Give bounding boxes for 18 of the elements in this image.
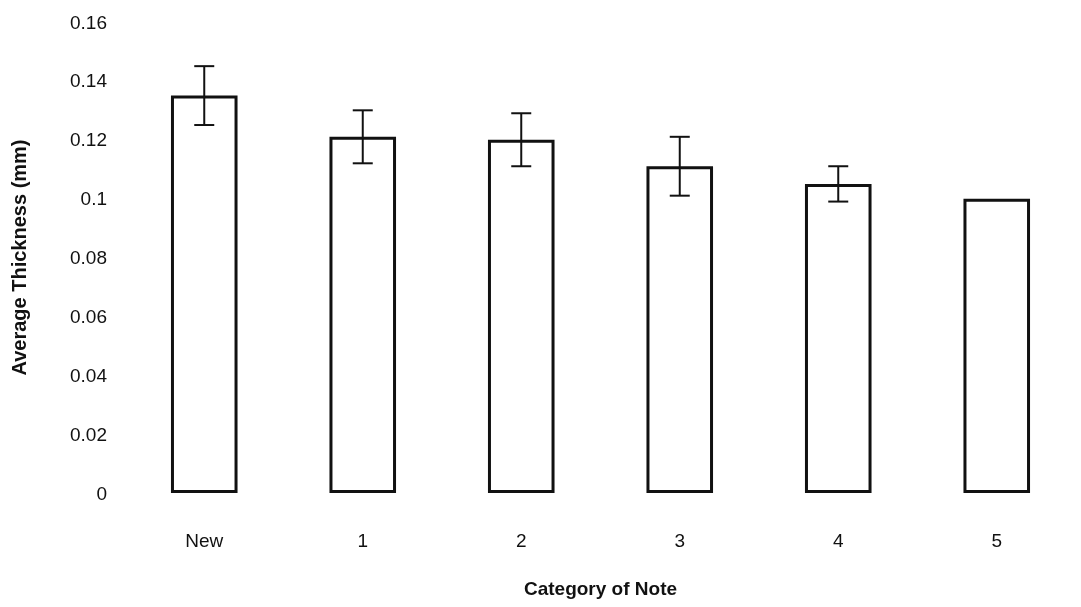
y-tick-label: 0.06	[70, 305, 107, 327]
y-tick-label: 0.14	[70, 70, 108, 92]
x-tick-label: New	[185, 530, 224, 551]
x-tick-label: 5	[991, 530, 1003, 551]
y-tick-label: 0.02	[70, 423, 107, 445]
y-tick-label: 0.08	[70, 247, 107, 268]
bar	[963, 198, 1031, 493]
x-axis-title: Category of Note	[523, 578, 678, 599]
y-tick-label: 0.04	[70, 364, 108, 386]
x-tick-label: 3	[674, 530, 686, 551]
y-tick-label: 0	[96, 482, 107, 504]
y-tick-label: 0.16	[70, 11, 107, 33]
y-tick-label: 0.12	[70, 129, 107, 151]
x-tick-label: 2	[515, 530, 527, 551]
x-tick-label: 4	[832, 530, 844, 551]
y-tick-label: 0.1	[80, 188, 107, 210]
y-axis-title: Average Thickness (mm)	[8, 139, 30, 376]
x-tick-label: 1	[357, 530, 369, 551]
